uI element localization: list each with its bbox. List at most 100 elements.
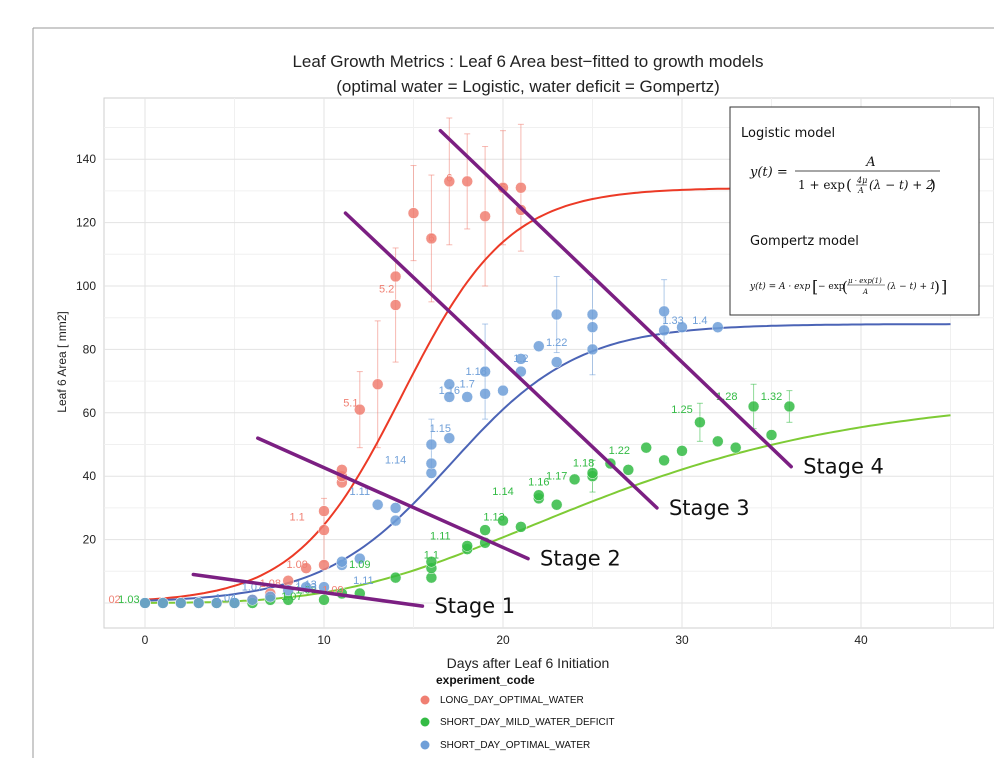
point-short-day-optimal-water: [658, 305, 670, 318]
svg-text:(: (: [846, 176, 852, 194]
point-short-day-optimal-water: [676, 321, 688, 333]
x-tick-label: 10: [317, 633, 331, 647]
point-short-day-mild-water-deficit: [694, 416, 706, 429]
point-short-day-optimal-water: [586, 321, 599, 333]
point-short-day-optimal-water: [533, 340, 545, 352]
point-short-day-mild-water-deficit: [389, 571, 402, 584]
point-short-day-optimal-water: [712, 321, 724, 333]
svg-text:− exp: − exp: [818, 282, 845, 292]
point-short-day-optimal-water: [461, 391, 473, 403]
y-tick-label: 20: [83, 533, 97, 547]
stage-label-4: Stage 4: [803, 455, 884, 479]
svg-text:y(t) =: y(t) =: [749, 165, 788, 180]
svg-text:y(t) = A · exp: y(t) = A · exp: [749, 281, 810, 292]
point-short-day-mild-water-deficit: [765, 429, 778, 441]
svg-text:1 + exp: 1 + exp: [798, 178, 845, 192]
point-short-day-optimal-water: [175, 597, 187, 609]
data-label: 1.1: [424, 550, 439, 562]
data-label: 1.14: [492, 486, 513, 498]
data-label: 1.13: [483, 512, 504, 524]
point-short-day-optimal-water: [586, 308, 599, 321]
x-tick-label: 30: [675, 633, 689, 647]
svg-text:μ · exp(1): μ · exp(1): [848, 277, 882, 285]
data-label: 1.1: [290, 512, 305, 524]
legend-marker-short-day-optimal: [420, 740, 430, 750]
point-short-day-optimal-water: [586, 343, 599, 356]
point-short-day-mild-water-deficit: [533, 489, 545, 501]
point-long-day-optimal-water: [389, 270, 402, 283]
data-label: 6: [446, 172, 452, 184]
point-short-day-optimal-water: [228, 597, 241, 609]
data-label: 1.09: [349, 559, 370, 571]
point-short-day-mild-water-deficit: [783, 400, 796, 413]
x-tick-label: 20: [496, 633, 510, 647]
x-tick-labels: 0 10 20 30 40: [142, 633, 868, 647]
point-long-day-optimal-water: [300, 562, 312, 574]
point-short-day-optimal-water: [443, 432, 456, 444]
data-label: 1.07: [281, 591, 302, 603]
data-label: 6: [500, 182, 506, 194]
data-points: [139, 175, 796, 609]
point-long-day-optimal-water: [479, 210, 491, 223]
data-label: 1.15: [430, 423, 451, 435]
legend-marker-long-day: [420, 695, 430, 705]
point-short-day-mild-water-deficit: [640, 441, 652, 454]
chart-subtitle: (optimal water = Logistic, water deficit…: [336, 77, 720, 96]
stage-label-2: Stage 2: [540, 547, 621, 571]
point-short-day-optimal-water: [658, 324, 670, 337]
point-long-day-optimal-water: [425, 232, 438, 245]
point-short-day-mild-water-deficit: [622, 464, 635, 476]
point-long-day-optimal-water: [461, 175, 473, 188]
svg-text:A: A: [865, 155, 875, 170]
point-short-day-optimal-water: [515, 353, 527, 365]
point-short-day-optimal-water: [192, 597, 205, 609]
data-label: 1.18: [573, 458, 594, 470]
point-short-day-mild-water-deficit: [676, 445, 688, 457]
fit-curve-short-day-mild-water-deficit: [145, 414, 951, 604]
chart-title: Leaf Growth Metrics : Leaf 6 Area best−f…: [292, 52, 763, 71]
point-short-day-mild-water-deficit: [586, 467, 599, 479]
point-long-day-optimal-water: [318, 559, 330, 571]
data-label: 1.11: [350, 486, 371, 498]
data-label: 1.25: [671, 404, 692, 416]
legend-title: experiment_code: [436, 673, 535, 687]
svg-text:A: A: [862, 288, 868, 296]
gompertz-equation: y(t) = A · exp [ − exp ( μ · exp(1) A (λ…: [749, 277, 947, 296]
x-tick-label: 40: [854, 633, 868, 647]
point-short-day-mild-water-deficit: [747, 400, 760, 413]
svg-text:A: A: [857, 186, 864, 195]
y-tick-label: 120: [76, 216, 96, 230]
svg-text:]: ]: [941, 277, 947, 296]
svg-text:(λ − t) + 1: (λ − t) + 1: [887, 281, 936, 292]
data-label: 02: [108, 594, 120, 606]
data-label: 1.04: [215, 592, 236, 604]
point-short-day-optimal-water: [246, 594, 259, 606]
y-tick-label: 80: [83, 342, 97, 356]
svg-text:): ): [934, 278, 940, 296]
stage-annotations: Stage 1 Stage 2 Stage 3 Stage 4: [191, 128, 884, 618]
point-short-day-optimal-water: [443, 391, 456, 403]
stage-label-1: Stage 1: [434, 594, 515, 618]
data-label: 5.1: [343, 397, 358, 409]
data-label: 5.2: [379, 283, 394, 295]
svg-text:4μ: 4μ: [856, 176, 867, 185]
data-label: 1.33: [662, 315, 683, 327]
point-long-day-optimal-water: [407, 207, 420, 219]
point-long-day-optimal-water: [389, 299, 402, 311]
point-short-day-mild-water-deficit: [425, 556, 438, 568]
y-tick-label: 140: [76, 152, 96, 166]
data-label: 1.11: [353, 575, 374, 587]
point-short-day-optimal-water: [443, 378, 456, 391]
point-short-day-optimal-water: [479, 365, 491, 378]
data-label: 1.22: [546, 337, 567, 349]
x-tick-label: 0: [142, 633, 149, 647]
data-label: 1.2: [513, 353, 528, 365]
svg-text:(: (: [842, 278, 848, 296]
legend-entry-short-day-deficit: SHORT_DAY_MILD_WATER_DEFICIT: [440, 717, 615, 728]
data-label: 1.4: [692, 315, 707, 327]
data-label: 1.09: [286, 559, 307, 571]
point-short-day-optimal-water: [264, 590, 277, 603]
legend-entry-long-day: LONG_DAY_OPTIMAL_WATER: [440, 695, 584, 706]
point-short-day-optimal-water: [139, 597, 151, 609]
